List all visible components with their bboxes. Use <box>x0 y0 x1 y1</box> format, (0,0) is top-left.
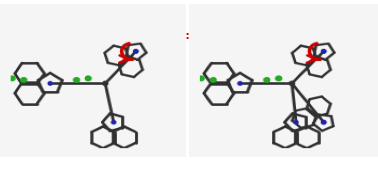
Text: $\mathbf{\Phi_f = 0.26}$: $\mathbf{\Phi_f = 0.26}$ <box>231 134 303 153</box>
Text: ~45-80 °  &  ~100-135°: ~45-80 ° & ~100-135° <box>206 49 332 59</box>
Text: $\mathbf{\Phi_f = 0.17}$: $\mathbf{\Phi_f = 0.17}$ <box>84 134 156 153</box>
Text: ~45-135°: ~45-135° <box>62 49 120 59</box>
Text: Available twist angle:: Available twist angle: <box>62 31 189 41</box>
Text: Available twist angle:: Available twist angle: <box>206 31 333 41</box>
